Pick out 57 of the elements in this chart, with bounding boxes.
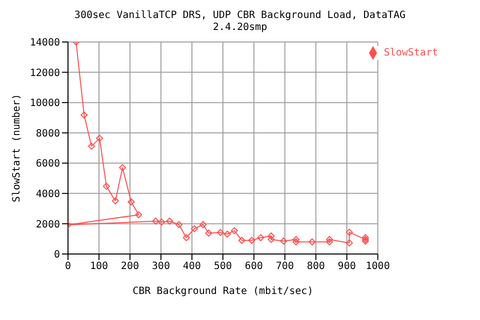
point — [346, 239, 353, 246]
point — [268, 236, 275, 243]
point — [292, 238, 300, 246]
y-tick-label: 12000 — [30, 68, 60, 79]
point — [119, 164, 126, 172]
x-tick-label: 300 — [152, 261, 170, 272]
x-tick-label: 0 — [64, 261, 72, 272]
point — [135, 211, 142, 218]
point — [158, 218, 166, 226]
x-tick-label: 400 — [182, 261, 201, 272]
point — [238, 236, 246, 244]
chart-title: 300sec VanillaTCP DRS, UDP CBR Background Load, DataTAG — [73, 10, 407, 22]
point — [200, 221, 207, 228]
y-tick-label: 10000 — [30, 98, 60, 110]
point — [128, 198, 135, 206]
y-tick-label: 2000 — [36, 219, 60, 230]
point — [346, 228, 353, 236]
point — [80, 111, 88, 118]
y-tick-label: 0 — [54, 250, 60, 261]
x-tick-label: 800 — [306, 261, 325, 272]
point — [88, 142, 96, 150]
point — [152, 218, 160, 225]
point — [216, 228, 224, 236]
point — [230, 227, 238, 234]
x-tick-label: 200 — [120, 261, 139, 272]
point — [248, 236, 256, 244]
point — [280, 238, 288, 245]
point — [175, 221, 182, 228]
point — [96, 134, 104, 142]
legend-label: SlowStart — [384, 48, 438, 59]
point — [268, 232, 275, 240]
point — [326, 236, 333, 243]
point — [112, 197, 119, 204]
x-tick-label: 600 — [244, 261, 263, 272]
point — [205, 230, 212, 237]
point — [102, 182, 110, 190]
point — [308, 238, 316, 246]
y-tick-label: 8000 — [36, 128, 60, 140]
x-tick-label: 700 — [276, 261, 294, 272]
point — [182, 234, 190, 242]
y-tick-label: 4000 — [36, 188, 60, 200]
point — [166, 218, 174, 225]
x-tick-label: 100 — [90, 261, 108, 272]
y-tick-label: 6000 — [36, 158, 60, 170]
point — [326, 238, 333, 246]
x-tick-label: 500 — [214, 261, 232, 272]
y-axis-title: SlowStart (number) — [12, 94, 23, 202]
point — [257, 234, 264, 242]
point — [190, 225, 198, 232]
x-tick-label: 900 — [338, 261, 356, 272]
y-tick-label: 14000 — [30, 38, 60, 49]
x-tick-label: 1000 — [366, 261, 390, 272]
point — [292, 236, 300, 243]
point — [224, 230, 231, 238]
point — [362, 238, 369, 245]
chart-subtitle: 2.4.20smp — [212, 22, 268, 34]
x-axis-title: CBR Background Rate (mbit/sec) — [132, 286, 314, 297]
